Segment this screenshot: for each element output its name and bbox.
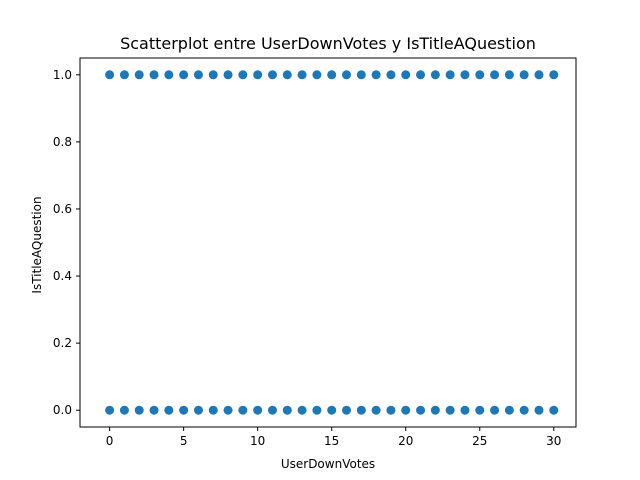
data-point — [179, 405, 189, 415]
data-point — [549, 70, 559, 80]
x-tick-label: 10 — [250, 434, 265, 448]
data-point — [238, 405, 248, 415]
data-point — [460, 70, 470, 80]
data-point — [549, 405, 559, 415]
data-point — [179, 70, 189, 80]
y-tick-label: 0.4 — [53, 269, 72, 283]
data-point — [208, 405, 218, 415]
y-tick-label: 1.0 — [53, 68, 72, 82]
data-point — [267, 70, 277, 80]
x-tick-label: 0 — [106, 434, 114, 448]
data-point — [193, 70, 203, 80]
data-point — [356, 70, 366, 80]
data-point — [490, 405, 500, 415]
x-tick-label: 25 — [472, 434, 487, 448]
y-axis-label: IsTitleAQuestion — [30, 196, 44, 293]
data-point — [282, 405, 292, 415]
y-tick-label: 0.8 — [53, 135, 72, 149]
x-tick-label: 15 — [324, 434, 339, 448]
data-point — [134, 70, 144, 80]
data-point — [312, 405, 322, 415]
data-point — [342, 405, 352, 415]
data-point — [253, 405, 263, 415]
data-point — [282, 70, 292, 80]
data-point — [253, 70, 263, 80]
data-point — [371, 405, 381, 415]
x-tick-label: 20 — [398, 434, 413, 448]
data-point — [445, 70, 455, 80]
plot-frame — [79, 57, 577, 428]
chart-title: Scatterplot entre UserDownVotes y IsTitl… — [120, 34, 536, 53]
data-point — [534, 70, 544, 80]
data-point — [371, 70, 381, 80]
data-point — [327, 70, 337, 80]
data-point — [223, 405, 233, 415]
data-point — [119, 405, 129, 415]
data-point — [416, 70, 426, 80]
data-point — [386, 70, 396, 80]
data-point — [164, 405, 174, 415]
data-point — [267, 405, 277, 415]
data-point — [519, 405, 529, 415]
data-point — [519, 70, 529, 80]
data-point — [504, 405, 514, 415]
x-tick-label: 5 — [180, 434, 188, 448]
data-point — [297, 70, 307, 80]
x-axis-ticks: 0 5 10 15 20 25 30 — [106, 427, 561, 448]
data-point — [490, 70, 500, 80]
data-point — [164, 70, 174, 80]
data-point — [445, 405, 455, 415]
data-point — [386, 405, 396, 415]
data-point — [475, 70, 485, 80]
data-point — [193, 405, 203, 415]
data-point — [342, 70, 352, 80]
y-tick-label: 0.6 — [53, 202, 72, 216]
data-point — [401, 405, 411, 415]
data-point — [430, 70, 440, 80]
data-point — [119, 70, 129, 80]
data-points — [105, 70, 559, 415]
data-point — [149, 70, 159, 80]
data-point — [475, 405, 485, 415]
y-tick-label: 0.2 — [53, 336, 72, 350]
data-point — [416, 405, 426, 415]
data-point — [297, 405, 307, 415]
data-point — [460, 405, 470, 415]
data-point — [149, 405, 159, 415]
data-point — [208, 70, 218, 80]
data-point — [327, 405, 337, 415]
data-point — [105, 405, 115, 415]
data-point — [134, 405, 144, 415]
data-point — [223, 70, 233, 80]
data-point — [105, 70, 115, 80]
x-tick-label: 30 — [546, 434, 561, 448]
data-point — [430, 405, 440, 415]
data-point — [356, 405, 366, 415]
y-axis-ticks: 0.0 0.2 0.4 0.6 0.8 1.0 — [53, 68, 80, 417]
x-axis-label: UserDownVotes — [281, 457, 375, 471]
data-point — [401, 70, 411, 80]
data-point — [238, 70, 248, 80]
data-point — [504, 70, 514, 80]
data-point — [534, 405, 544, 415]
data-point — [312, 70, 322, 80]
y-tick-label: 0.0 — [53, 403, 72, 417]
